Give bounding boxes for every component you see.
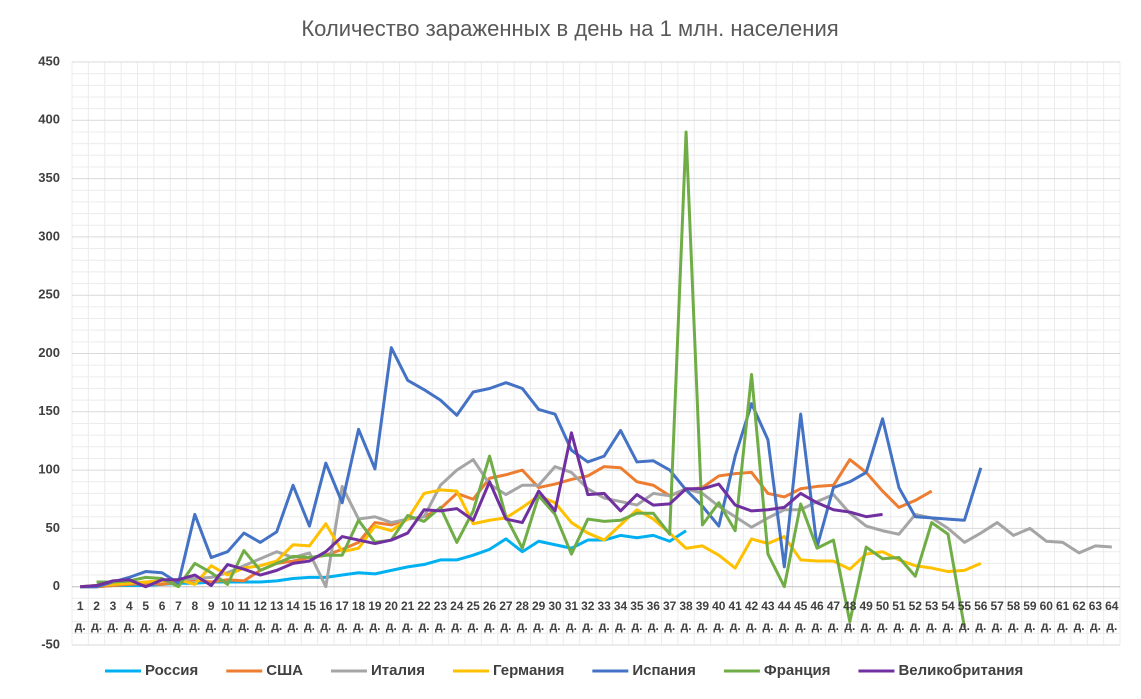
legend-label: Россия <box>145 662 198 679</box>
x-tick-label: 43 д. <box>761 599 775 633</box>
legend-label: Италия <box>371 662 425 679</box>
x-tick-label: 10 д. <box>220 599 235 633</box>
x-tick-label: 51 д. <box>892 599 906 633</box>
x-tick-label: 59 д. <box>1023 599 1037 633</box>
x-tick-label: 7 д. <box>172 599 184 633</box>
x-tick-label: 6 д. <box>156 599 168 633</box>
x-tick-label: 47 д. <box>826 599 841 633</box>
y-tick-label: 450 <box>38 53 60 68</box>
x-tick-label: 35 д. <box>630 599 644 633</box>
x-tick-label: 17 д. <box>335 599 349 633</box>
x-tick-label: 2 д. <box>91 599 103 633</box>
x-tick-label: 57 д. <box>990 599 1004 633</box>
x-tick-label: 14 д. <box>286 599 300 633</box>
series-line <box>80 431 883 589</box>
x-tick-label: 25 д. <box>466 599 480 633</box>
x-tick-label: 31 д. <box>564 599 579 633</box>
x-tick-label: 30 д. <box>548 599 562 633</box>
x-tick-label: 32 д. <box>581 599 595 633</box>
x-tick-label: 38 д. <box>679 599 693 633</box>
x-tick-label: 37 д. <box>663 599 677 633</box>
x-tick-label: 52 д. <box>908 599 922 633</box>
x-tick-label: 4 д. <box>123 599 135 633</box>
legend-label: Франция <box>764 662 831 679</box>
x-tick-label: 46 д. <box>810 599 824 633</box>
x-tick-label: 45 д. <box>794 599 808 633</box>
series-line <box>80 346 983 589</box>
y-tick-label: 0 <box>53 578 60 593</box>
series-line <box>80 488 982 589</box>
x-tick-label: 26 д. <box>482 599 497 633</box>
x-tick-label: 54 д. <box>941 599 955 633</box>
x-tick-label: 49 д. <box>859 599 873 633</box>
x-tick-label: 44 д. <box>777 599 791 633</box>
x-tick-label: 53 д. <box>925 599 939 633</box>
legend-label: Германия <box>493 662 564 679</box>
x-tick-label: 63 д. <box>1088 599 1103 633</box>
y-tick-label: 300 <box>38 228 60 243</box>
x-tick-label: 24 д. <box>450 599 464 633</box>
x-tick-label: 11 д. <box>237 599 251 633</box>
x-tick-label: 39 д. <box>695 599 710 633</box>
legend-label: Великобритания <box>898 662 1023 679</box>
x-tick-label: 5 д. <box>140 599 152 633</box>
x-tick-label: 28 д. <box>515 599 529 633</box>
x-tick-label: 40 д. <box>712 599 726 633</box>
x-tick-label: 16 д. <box>319 599 333 633</box>
series-line <box>96 130 966 628</box>
x-tick-label: 20 д. <box>384 599 398 633</box>
x-tick-label: 9 д. <box>205 599 217 633</box>
x-tick-label: 19 д. <box>368 599 382 633</box>
x-tick-label: 60 д. <box>1039 599 1053 633</box>
x-tick-label: 15 д. <box>302 599 317 633</box>
x-tick-label: 58 д. <box>1006 599 1021 633</box>
legend-label: США <box>266 662 303 679</box>
x-tick-label: 61 д. <box>1056 599 1070 633</box>
x-tick-label: 22 д. <box>417 599 431 633</box>
x-tick-label: 23 д. <box>433 599 448 633</box>
x-tick-label: 36 д. <box>646 599 660 633</box>
x-tick-label: 48 д. <box>843 599 857 633</box>
y-tick-label: 350 <box>38 170 60 185</box>
y-tick-label: 50 <box>46 520 60 535</box>
x-tick-label: 34 д. <box>613 599 628 633</box>
y-tick-label: 200 <box>38 345 60 360</box>
y-tick-label: 250 <box>38 287 60 302</box>
x-tick-label: 55 д. <box>957 599 972 633</box>
x-tick-label: 29 д. <box>532 599 546 633</box>
legend-label: Испания <box>632 662 696 679</box>
x-tick-label: 64 д. <box>1105 599 1119 633</box>
x-tick-label: 41 д. <box>728 599 742 633</box>
chart-title: Количество зараженных в день на 1 млн. н… <box>301 16 838 41</box>
x-tick-label: 3 д. <box>107 599 119 633</box>
x-tick-label: 50 д. <box>875 599 890 633</box>
x-tick-label: 27 д. <box>499 599 513 633</box>
x-tick-label: 1 д. <box>74 599 86 633</box>
x-tick-label: 56 д. <box>974 599 988 633</box>
y-tick-label: 100 <box>38 462 60 477</box>
x-tick-label: 8 д. <box>189 599 201 633</box>
x-tick-label: 12 д. <box>253 599 267 633</box>
x-tick-label: 42 д. <box>744 599 759 633</box>
x-tick-label: 18 д. <box>351 599 366 633</box>
x-tick-label: 33 д. <box>597 599 611 633</box>
x-tick-label: 21 д. <box>401 599 415 633</box>
y-tick-label: 400 <box>38 112 60 127</box>
x-tick-label: 13 д. <box>270 599 284 633</box>
x-tick-label: 62 д. <box>1072 599 1086 633</box>
y-tick-label: -50 <box>41 636 60 651</box>
y-tick-label: 150 <box>38 403 60 418</box>
